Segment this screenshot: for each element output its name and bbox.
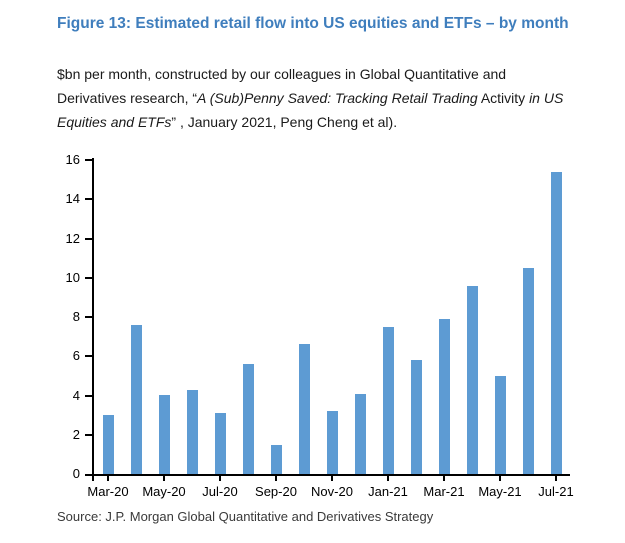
- subtitle-paper-title-part2: in US Equities and ETFs: [57, 90, 564, 130]
- figure-subtitle: $bn per month, constructed by our collea…: [57, 62, 571, 134]
- y-axis-tick: [85, 276, 92, 279]
- x-axis-tick: [499, 476, 501, 481]
- bar-Jun-20: [187, 390, 198, 474]
- y-axis-tick: [85, 355, 92, 358]
- x-axis-tick-label: May-21: [478, 484, 522, 499]
- x-axis-tick-label: Jan-21: [368, 484, 408, 499]
- bar-Mar-20: [103, 415, 114, 474]
- x-axis-tick: [555, 476, 557, 481]
- bar-Aug-20: [243, 364, 254, 474]
- bar-Jul-21: [551, 172, 562, 474]
- bar-Oct-20: [299, 344, 310, 474]
- y-axis-tick: [85, 316, 92, 318]
- bar-Dec-20: [355, 394, 366, 474]
- x-axis-tick: [163, 476, 165, 481]
- y-axis-tick: [85, 474, 92, 476]
- y-axis-tick-label: 2: [72, 426, 80, 442]
- bar-Feb-21: [411, 360, 422, 474]
- x-axis-tick: [107, 476, 109, 481]
- y-axis-tick: [85, 159, 92, 161]
- y-axis-tick: [85, 394, 92, 397]
- figure-title: Figure 13: Estimated retail flow into US…: [57, 15, 569, 32]
- y-axis-tick: [85, 237, 92, 240]
- subtitle-text-activity: Activity: [477, 90, 530, 106]
- y-axis-line: [92, 158, 94, 481]
- bar-Jan-21: [383, 327, 394, 474]
- x-axis-tick-label: May-20: [142, 484, 186, 499]
- bar-Mar-21: [439, 319, 450, 474]
- y-axis-tick-label: 8: [72, 309, 80, 324]
- y-axis-tick-label: 10: [65, 269, 80, 285]
- x-axis-tick-label: Mar-21: [423, 484, 465, 499]
- y-axis-tick-label: 0: [72, 466, 80, 481]
- bar-Apr-21: [467, 286, 478, 474]
- x-axis-tick-label: Sep-20: [255, 484, 297, 499]
- bar-May-20: [159, 395, 170, 474]
- x-axis-tick-label: Jul-20: [202, 484, 238, 499]
- y-axis-tick-label: 12: [65, 230, 80, 246]
- subtitle-text: $bn per month, constructed by our collea…: [57, 66, 507, 106]
- x-axis-tick: [443, 476, 445, 481]
- y-axis-tick-label: 4: [72, 387, 80, 403]
- x-axis-tick: [275, 476, 277, 481]
- bar-Jul-20: [215, 413, 226, 474]
- x-axis-tick: [331, 476, 333, 481]
- x-axis-tick-label: Jul-21: [538, 484, 574, 499]
- source-note: Source: J.P. Morgan Global Quantitative …: [57, 509, 434, 524]
- x-axis-tick: [387, 476, 389, 481]
- y-axis-tick-label: 16: [65, 152, 80, 167]
- y-axis-tick-label: 6: [72, 348, 80, 364]
- x-axis-tick: [219, 476, 221, 481]
- y-axis-tick-label: 14: [65, 191, 80, 207]
- y-axis-tick: [85, 198, 92, 201]
- bar-Apr-20: [131, 325, 142, 474]
- x-axis-tick-label: Mar-20: [87, 484, 129, 499]
- bar-May-21: [495, 376, 506, 474]
- x-axis-line: [92, 474, 570, 476]
- bar-Sep-20: [271, 445, 282, 474]
- bar-Nov-20: [327, 411, 338, 474]
- x-axis-tick-label: Nov-20: [311, 484, 353, 499]
- y-axis-tick: [85, 433, 92, 436]
- subtitle-paper-title-part1: A (Sub)Penny Saved: Tracking Retail Trad…: [197, 90, 478, 106]
- subtitle-citation-tail: ” , January 2021, Peng Cheng et al).: [171, 114, 398, 130]
- bar-Jun-21: [523, 268, 534, 474]
